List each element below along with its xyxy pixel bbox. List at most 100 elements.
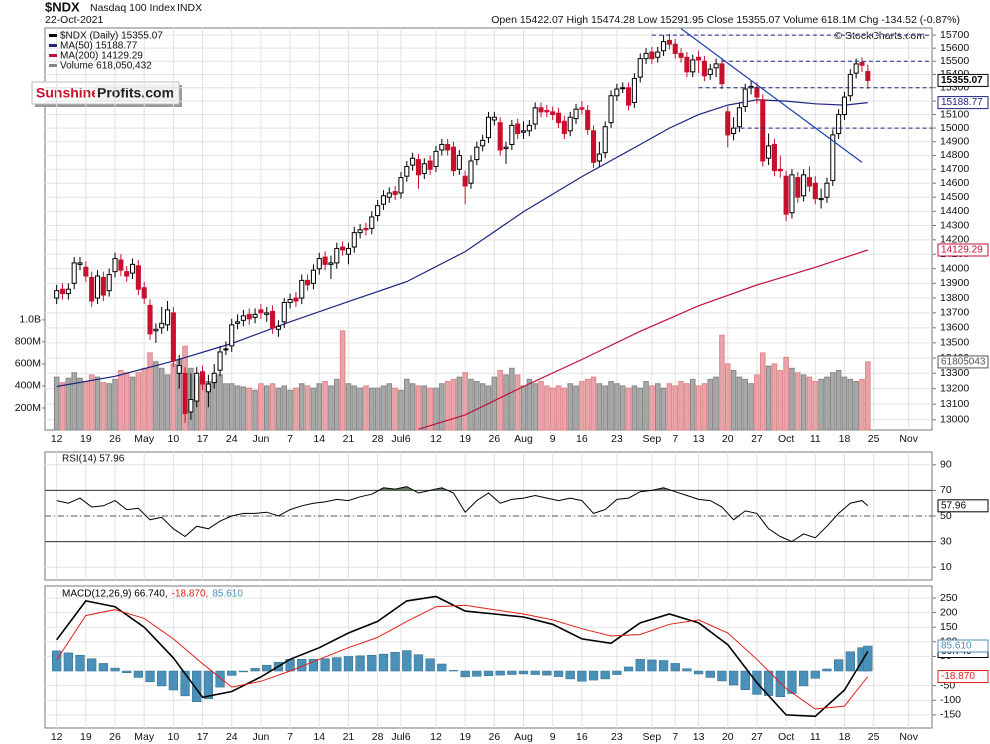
candle-body	[264, 312, 270, 315]
candle-body	[672, 43, 678, 54]
x-tick-label: 19	[80, 731, 92, 743]
volume-bar	[777, 370, 784, 431]
x-tick-label: 20	[722, 433, 734, 445]
x-tick-label: 16	[576, 433, 588, 445]
date: 22-Oct-2021	[45, 14, 104, 26]
x-tick-label: 13	[693, 433, 705, 445]
candle-body	[684, 56, 690, 73]
candle-body	[754, 87, 760, 98]
value-tag: 61805043	[937, 355, 989, 369]
volume-bar	[660, 387, 667, 431]
x-tick-label: 12	[51, 731, 63, 743]
x-tick-label: 11	[810, 731, 821, 743]
volume-bar	[666, 383, 673, 431]
histogram-bar	[472, 670, 482, 677]
candle-body	[830, 134, 836, 181]
candle-body	[590, 130, 597, 163]
candle-body	[725, 111, 731, 136]
candle-body	[818, 198, 824, 201]
volume-bar	[579, 381, 585, 431]
volume-bar	[129, 376, 136, 431]
y-tick-label: 13300	[940, 367, 969, 379]
histogram-bar	[110, 667, 120, 672]
candle-body	[159, 322, 165, 329]
volume-bar	[71, 372, 77, 431]
volume-bar	[53, 376, 60, 431]
volume-bar	[59, 382, 66, 431]
candle-body	[433, 150, 439, 168]
candle-body	[450, 146, 457, 172]
volume-bar	[748, 383, 754, 431]
candle-body	[316, 258, 322, 270]
candle-body	[421, 163, 427, 174]
volume-bar	[654, 383, 661, 431]
candle-body	[54, 290, 60, 299]
panel-title: RSI(14) 57.96	[62, 454, 125, 465]
histogram-bar	[693, 670, 704, 675]
candle-body	[124, 271, 130, 277]
y-tick-label: 13100	[940, 398, 969, 410]
histogram-bar	[705, 670, 715, 678]
volume-bar	[328, 385, 334, 431]
candle-body	[287, 299, 293, 303]
volume-bar	[462, 372, 468, 431]
candle-body	[637, 58, 643, 78]
volume-bar	[246, 387, 253, 431]
volume-bar	[339, 330, 346, 431]
x-tick-label: 27	[751, 731, 763, 743]
volume-bar	[567, 383, 573, 431]
x-tick-label: 25	[868, 731, 880, 743]
x-tick-label: 7	[287, 433, 293, 445]
volume-bar	[374, 387, 381, 431]
candle-body	[322, 256, 328, 265]
candle-body	[456, 154, 462, 170]
volume-tick-label: 800M	[15, 336, 41, 348]
histogram-bar	[378, 653, 389, 672]
x-tick-label: 7	[287, 731, 293, 743]
y-tick-label: 90	[940, 459, 952, 471]
volume-bar	[147, 352, 153, 431]
volume-bar	[561, 387, 568, 431]
candle-body	[182, 372, 188, 415]
volume-bar	[713, 376, 719, 431]
volume-bar	[759, 352, 766, 431]
volume-bar	[701, 383, 708, 431]
value-tag: 14129.29	[937, 243, 989, 257]
volume-bar	[450, 378, 457, 431]
candle-body	[410, 157, 416, 166]
candle-body	[783, 175, 789, 215]
histogram-bar	[863, 645, 873, 672]
x-tick-label: May	[134, 433, 155, 445]
x-tick-label: Aug	[514, 433, 533, 445]
candle-body	[468, 160, 474, 184]
histogram-bar	[425, 658, 435, 672]
candle-body	[573, 108, 579, 120]
candle-body	[293, 297, 299, 302]
candle-body	[655, 51, 661, 58]
histogram-bar	[227, 670, 237, 676]
histogram-bar	[740, 670, 750, 690]
logo-left	[34, 84, 94, 102]
tag-text: 15355.07	[941, 75, 983, 86]
volume-bar	[363, 385, 369, 431]
volume-bar	[293, 387, 299, 431]
volume-bar	[158, 367, 165, 431]
histogram-bar	[437, 663, 447, 672]
histogram-bar	[75, 654, 85, 672]
volume-bar	[106, 383, 112, 431]
volume-bar	[689, 378, 696, 431]
volume-bar	[859, 378, 865, 431]
histogram-bar	[530, 670, 540, 675]
histogram-bar	[623, 666, 634, 672]
x-tick-label: 12	[430, 731, 442, 743]
histogram-bar	[670, 663, 680, 672]
x-tick-label: 14	[313, 433, 325, 445]
histogram-bar	[238, 670, 249, 673]
x-tick-label: 10	[168, 731, 180, 743]
value-tag: 15188.77	[937, 96, 989, 110]
candle-body	[270, 310, 276, 329]
candle-body	[200, 371, 206, 385]
histogram-bar	[320, 658, 330, 672]
x-tick-label: 14	[313, 731, 325, 743]
x-tick-label: 25	[868, 433, 880, 445]
